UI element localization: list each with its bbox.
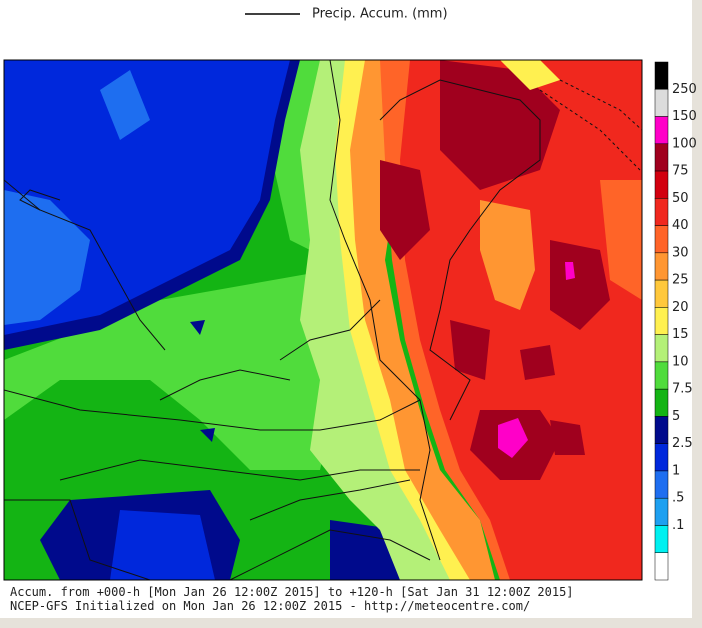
colorbar-swatch: [654, 143, 669, 172]
footer-line: Accum. from +000-h [Mon Jan 26 12:00Z 20…: [10, 585, 574, 599]
colorbar: 250 150 100 75 50 40 30 25 20 15 10 7.5 5 2.5 1 .5 .1: [654, 61, 697, 581]
colorbar-label: 25: [672, 273, 689, 288]
colorbar-swatch: [654, 334, 669, 363]
map-border: [3, 59, 643, 581]
colorbar-swatch: [654, 552, 669, 581]
colorbar-label: 30: [672, 245, 689, 260]
precip-map: [4, 60, 642, 580]
colorbar-swatch: [654, 470, 669, 499]
colorbar-label: .5: [672, 491, 684, 506]
colorbar-label: 50: [672, 191, 689, 206]
colorbar-swatch: [654, 497, 669, 526]
legend-label: Precip. Accum. (mm): [312, 7, 448, 22]
colorbar-swatch: [654, 198, 669, 226]
colorbar-swatch: [654, 361, 669, 390]
colorbar-swatch: [654, 443, 669, 472]
colorbar-label: 75: [672, 164, 689, 179]
colorbar-swatch: [654, 225, 669, 254]
colorbar-label: 10: [672, 354, 689, 369]
colorbar-swatch: [654, 61, 669, 90]
colorbar-swatch: [654, 252, 669, 281]
colorbar-swatch: [654, 388, 669, 417]
colorbar-label: .1: [672, 518, 684, 533]
colorbar-swatch: [654, 170, 669, 199]
colorbar-label: 250: [672, 82, 697, 97]
colorbar-label: 2.5: [672, 436, 693, 451]
colorbar-swatch: [654, 525, 669, 553]
colorbar-label: 1: [672, 463, 680, 478]
colorbar-label: 20: [672, 300, 689, 315]
colorbar-label: 150: [672, 109, 697, 124]
colorbar-label: 15: [672, 327, 689, 342]
footer-line: NCEP-GFS Initialized on Mon Jan 26 12:00…: [10, 599, 530, 613]
colorbar-swatch: [654, 416, 669, 444]
colorbar-swatch: [654, 307, 669, 335]
colorbar-swatch: [654, 116, 669, 145]
colorbar-label: 100: [672, 136, 697, 151]
colorbar-swatch: [654, 89, 669, 117]
colorbar-label: 5: [672, 409, 680, 424]
colorbar-label: 40: [672, 218, 689, 233]
colorbar-swatch: [654, 279, 669, 308]
colorbar-label: 7.5: [672, 382, 693, 397]
